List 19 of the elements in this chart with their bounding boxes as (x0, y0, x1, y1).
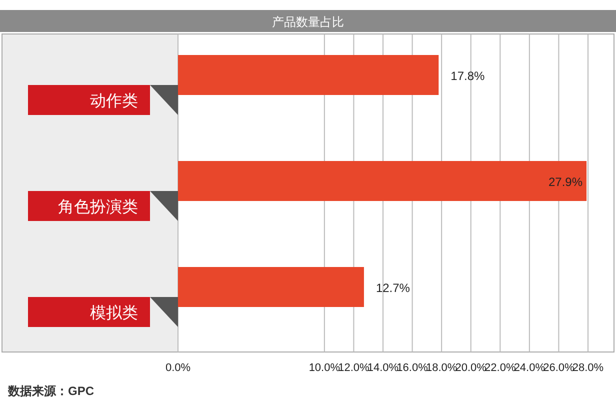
y-tick-label: 模拟类 (90, 304, 138, 322)
x-tick-label: 22.0% (484, 362, 516, 374)
chart-title: 产品数量占比 (272, 15, 344, 29)
source-note: 数据来源：GPC (7, 384, 94, 398)
x-tick-label: 0.0% (165, 362, 191, 374)
y-tick-label: 动作类 (90, 92, 138, 110)
x-tick-label: 20.0% (455, 362, 487, 374)
data-label: 17.8% (450, 69, 485, 83)
x-tick-label: 28.0% (572, 362, 604, 374)
y-tick-label: 角色扮演类 (58, 198, 138, 216)
x-tick-label: 16.0% (396, 362, 428, 374)
x-tick-label: 10.0% (308, 362, 340, 374)
x-tick-label: 12.0% (338, 362, 370, 374)
x-tick-label: 24.0% (514, 362, 546, 374)
x-tick-label: 26.0% (543, 362, 575, 374)
data-label: 27.9% (548, 175, 583, 189)
x-tick-label: 14.0% (367, 362, 399, 374)
x-tick-label: 18.0% (426, 362, 458, 374)
data-label: 12.7% (376, 281, 410, 295)
